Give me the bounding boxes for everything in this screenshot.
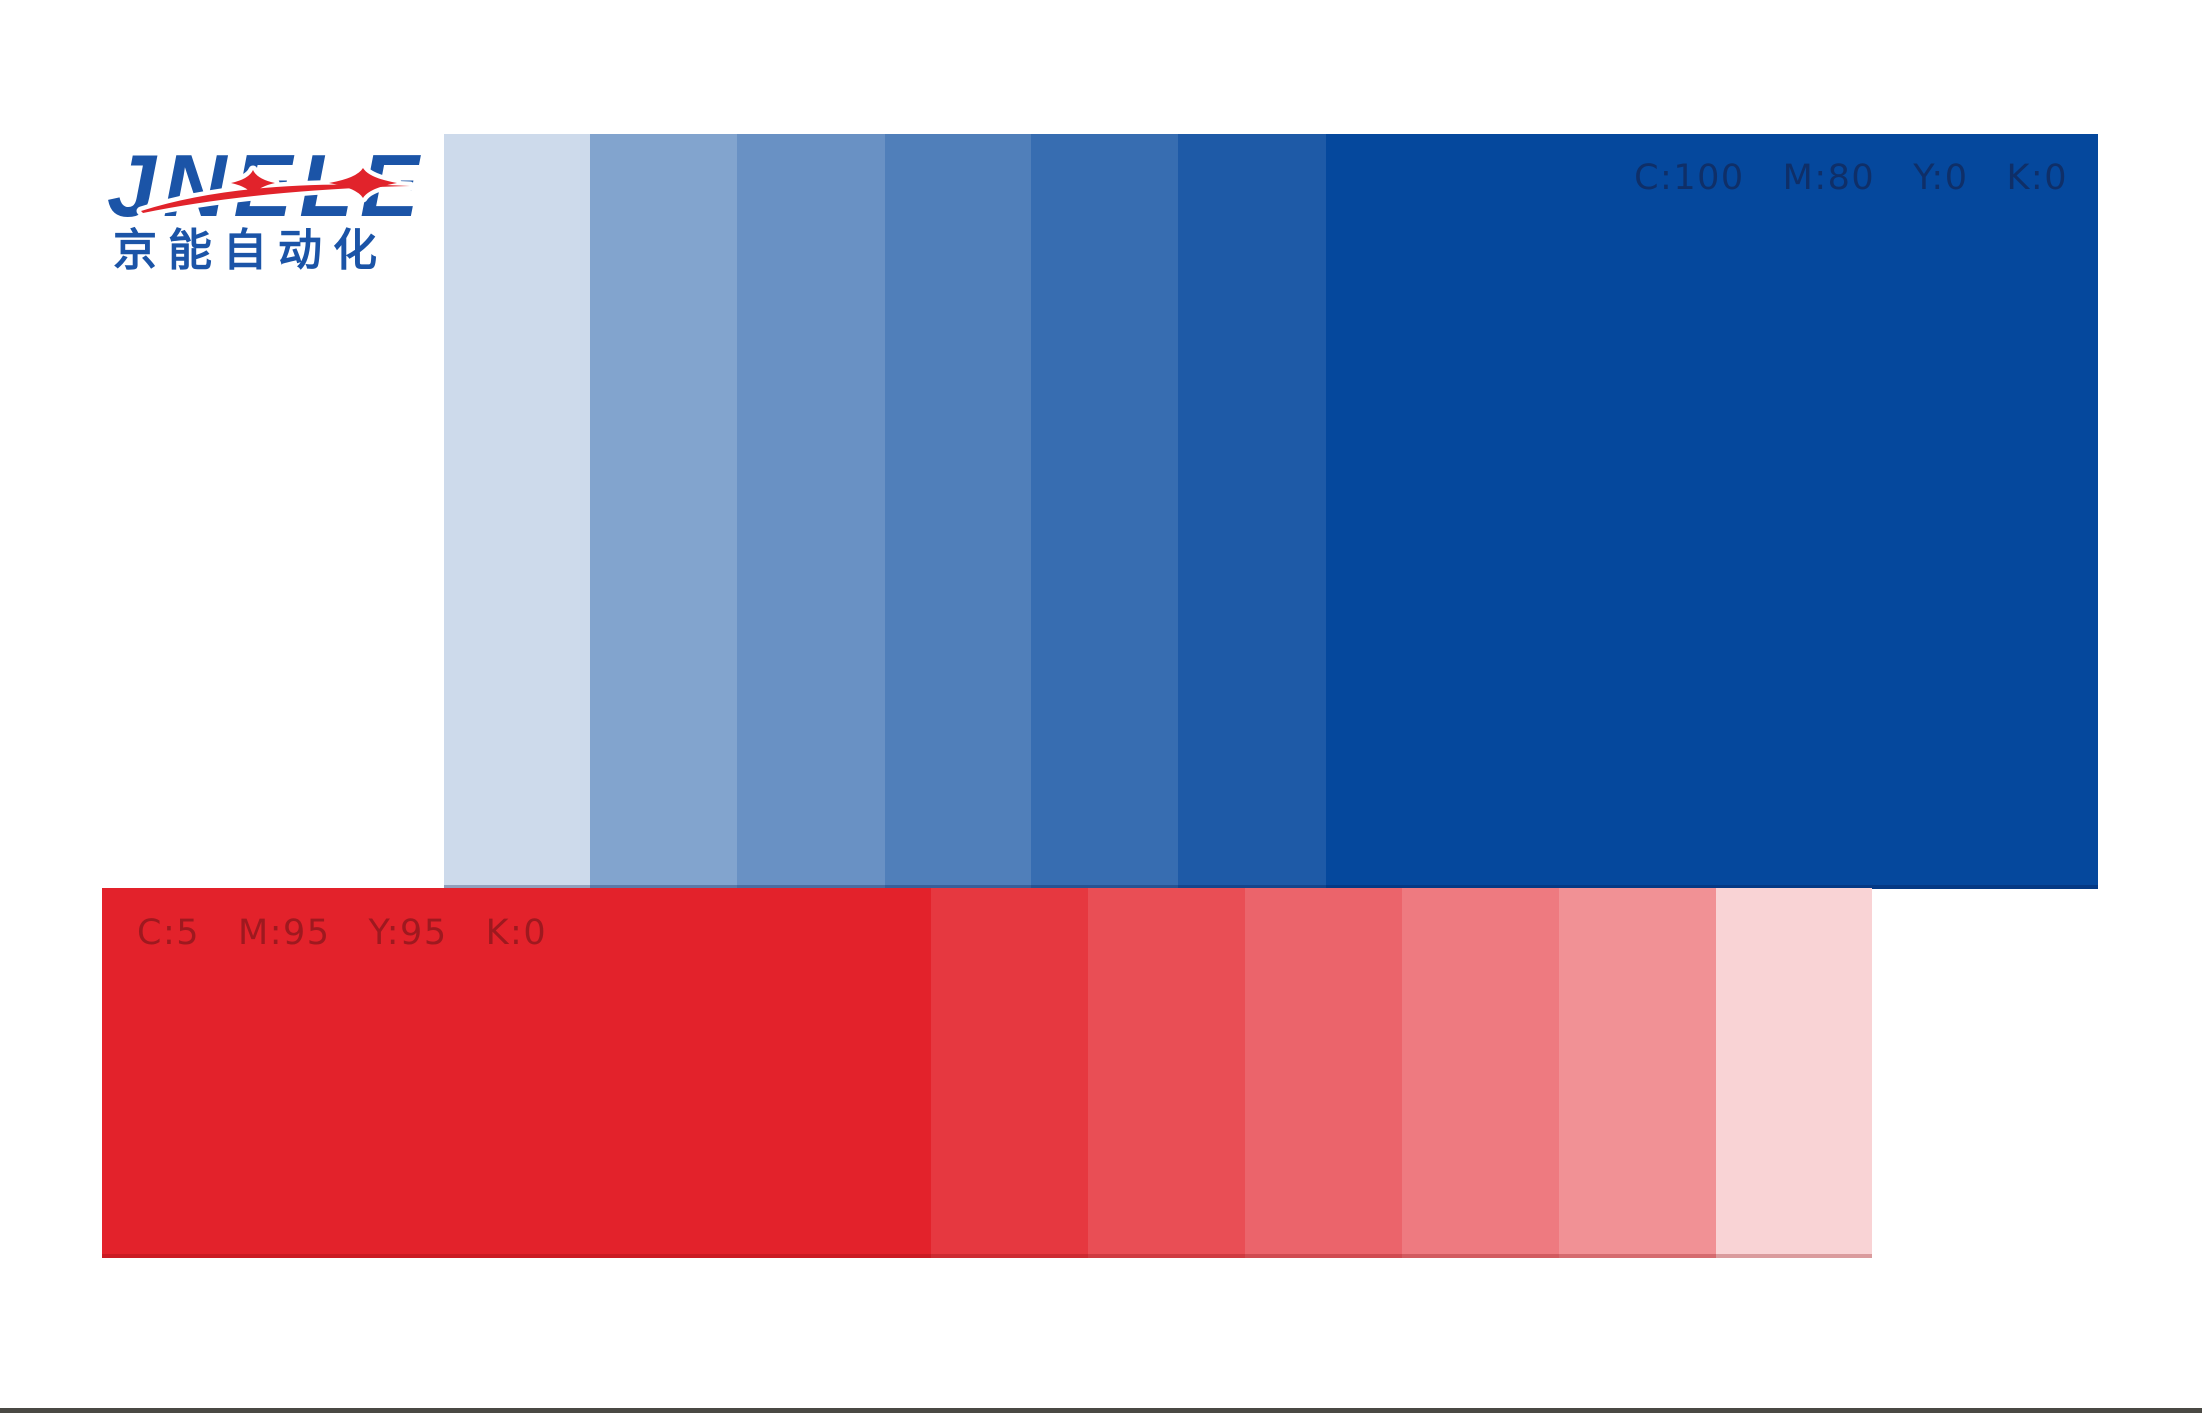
red-swatch-50 [1559, 888, 1716, 1258]
red-cmyk-k: K:0 [485, 913, 548, 953]
red-cmyk-c: C:5 [137, 913, 200, 953]
bottom-edge-strip [0, 1408, 2202, 1413]
blue-swatch-60 [737, 134, 885, 889]
logo-swoosh-icon [141, 168, 410, 213]
blue-cmyk-k: K:0 [2006, 158, 2068, 198]
blue-swatch-70 [885, 134, 1031, 889]
blue-cmyk-c: C:100 [1634, 158, 1745, 198]
blue-swatch-20 [444, 134, 590, 889]
red-swatch-90 [931, 888, 1088, 1258]
logo-subtext: 京能自动化 [113, 225, 388, 276]
red-gradient-band: C:5 M:95 Y:95 K:0 [102, 888, 1872, 1258]
blue-swatch-50 [590, 134, 737, 889]
red-swatch-20 [1716, 888, 1872, 1258]
red-cmyk-m: M:95 [238, 913, 331, 953]
blue-cmyk-label: C:100 M:80 Y:0 K:0 [1634, 158, 2068, 198]
red-swatch-60 [1402, 888, 1559, 1258]
red-cmyk-y: Y:95 [368, 913, 448, 953]
red-swatch-80 [1088, 888, 1245, 1258]
blue-gradient-band: C:100 M:80 Y:0 K:0 [444, 134, 2098, 889]
blue-swatch-100 [1326, 134, 2098, 889]
red-cmyk-label: C:5 M:95 Y:95 K:0 [137, 913, 547, 953]
blue-cmyk-m: M:80 [1782, 158, 1876, 198]
red-swatch-100 [102, 888, 931, 1258]
blue-swatch-80 [1031, 134, 1178, 889]
company-logo: JNELE 京能自动化 [107, 145, 419, 276]
red-swatch-70 [1245, 888, 1402, 1258]
blue-swatch-90 [1178, 134, 1326, 889]
blue-cmyk-y: Y:0 [1913, 158, 1969, 198]
